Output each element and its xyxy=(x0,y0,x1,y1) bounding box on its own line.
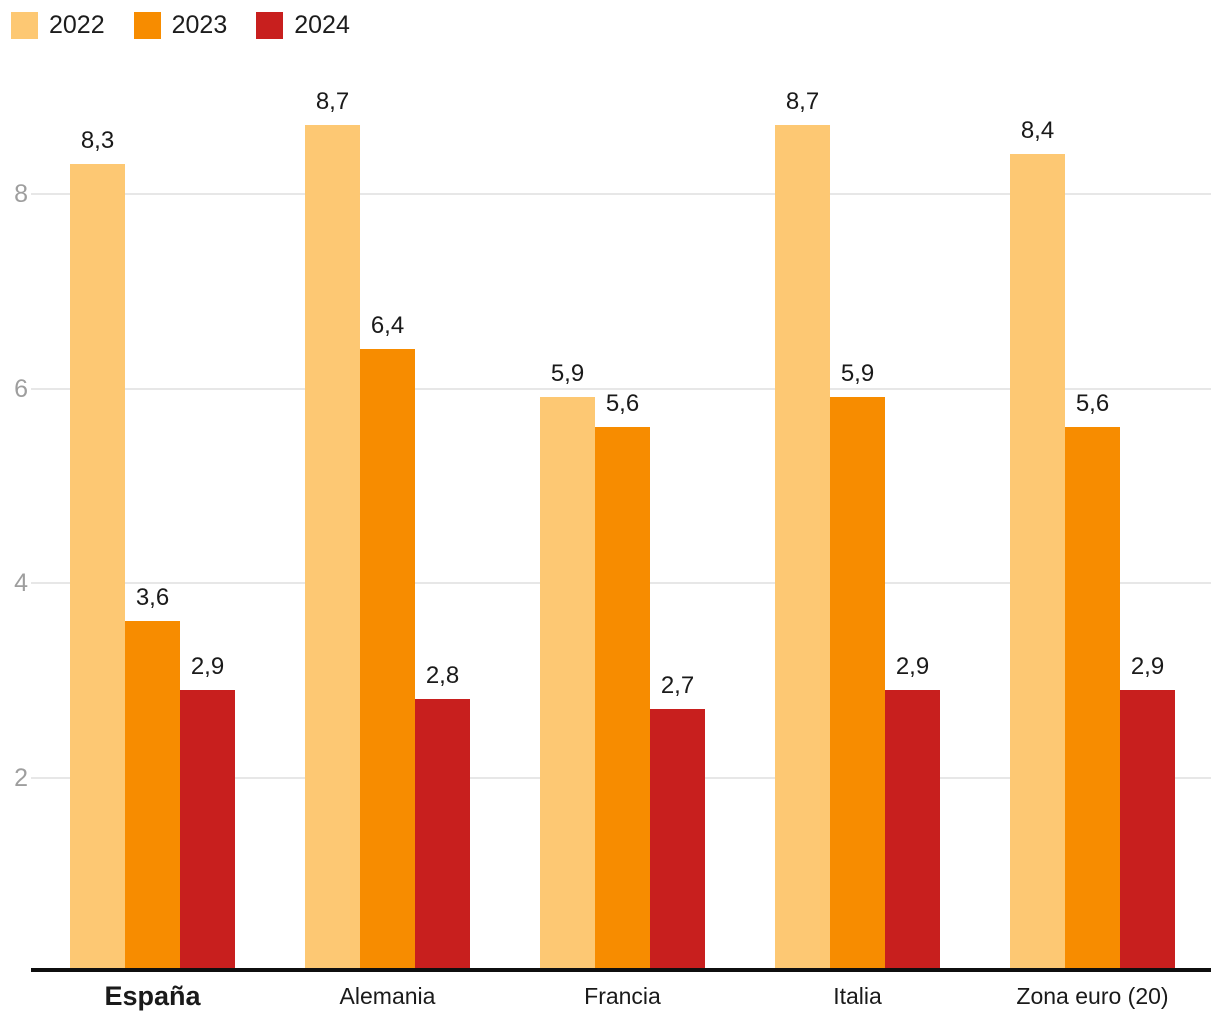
x-axis-line xyxy=(31,968,1211,972)
bar xyxy=(885,690,940,968)
bar-value-label: 2,8 xyxy=(425,662,460,689)
bar-value-label: 2,9 xyxy=(895,653,930,680)
bar xyxy=(125,621,180,968)
legend-swatch xyxy=(11,12,38,39)
x-category-label: Zona euro (20) xyxy=(1016,983,1169,1009)
bar xyxy=(1065,427,1120,968)
y-tick-label: 8 xyxy=(14,180,28,208)
bar xyxy=(830,397,885,968)
bar-value-label: 5,6 xyxy=(1075,390,1110,417)
bar-value-label: 8,4 xyxy=(1020,117,1055,144)
bar xyxy=(1120,690,1175,968)
x-category-label: Francia xyxy=(584,983,661,1009)
y-tick-label: 2 xyxy=(14,764,28,792)
legend-label: 2022 xyxy=(49,11,105,39)
bar-value-label: 8,7 xyxy=(315,88,350,115)
legend-item: 2024 xyxy=(256,12,350,39)
y-tick-label: 6 xyxy=(14,375,28,403)
bar-value-label: 5,6 xyxy=(605,390,640,417)
legend-item: 2022 xyxy=(11,12,105,39)
x-category-label-highlighted: España xyxy=(104,981,201,1011)
bar-value-label: 8,3 xyxy=(80,127,115,154)
chart-legend: 2022 2023 2024 xyxy=(11,12,350,39)
bar xyxy=(180,690,235,968)
bar xyxy=(70,164,125,968)
bar-value-label: 2,9 xyxy=(190,653,225,680)
legend-swatch xyxy=(256,12,284,39)
bar-value-label: 2,7 xyxy=(660,672,695,699)
bar xyxy=(540,397,595,968)
legend-swatch xyxy=(133,12,161,39)
gridline xyxy=(31,388,1211,390)
bar xyxy=(415,699,470,968)
legend-label: 2023 xyxy=(171,11,228,39)
x-category-label: Alemania xyxy=(339,983,436,1009)
bar xyxy=(595,427,650,968)
bar-value-label: 6,4 xyxy=(370,312,405,339)
bar xyxy=(360,349,415,968)
y-tick-label: 4 xyxy=(14,569,28,597)
legend-label: 2024 xyxy=(294,11,350,39)
bar-value-label: 2,9 xyxy=(1130,653,1165,680)
bar xyxy=(775,125,830,968)
bar-value-label: 3,6 xyxy=(135,584,170,611)
bar xyxy=(1010,154,1065,968)
gridline xyxy=(31,193,1211,195)
bar xyxy=(650,709,705,968)
bar-value-label: 5,9 xyxy=(840,360,875,387)
bar-value-label: 8,7 xyxy=(785,88,820,115)
bar-value-label: 5,9 xyxy=(550,360,585,387)
bar xyxy=(305,125,360,968)
legend-item: 2023 xyxy=(133,11,228,39)
x-category-label: Italia xyxy=(833,983,882,1009)
